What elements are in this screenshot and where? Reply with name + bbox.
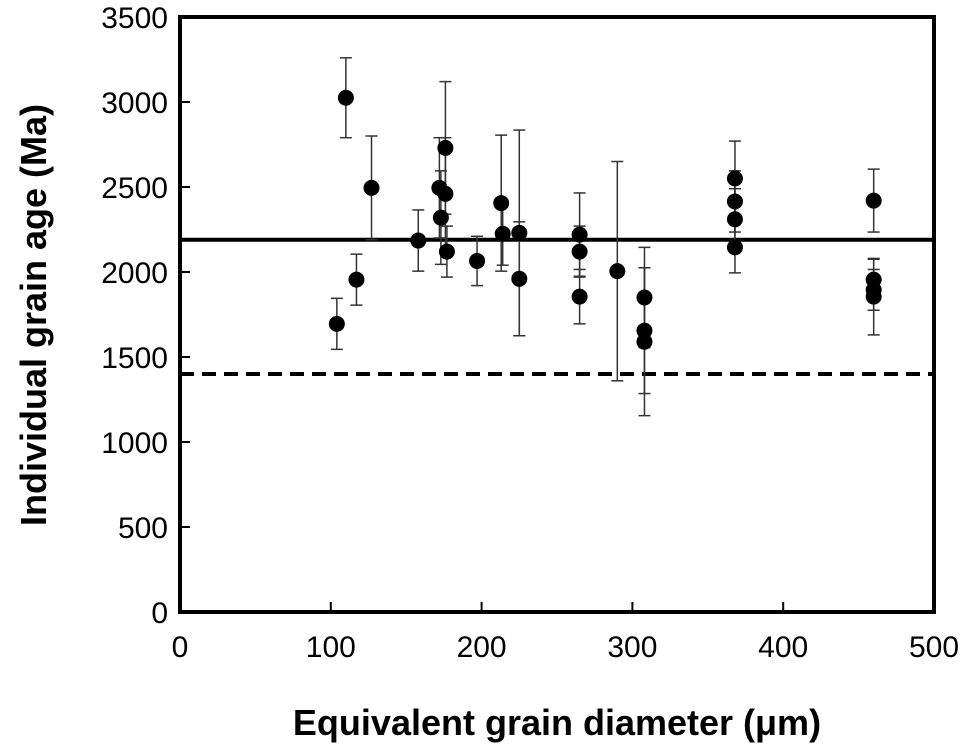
y-axis-ticks: 0 500 1000 1500 2000 2500 3000 3500: [101, 2, 190, 630]
data-point: [432, 209, 449, 226]
data-point: [511, 224, 528, 241]
data-point: [438, 243, 455, 260]
y-tick-label: 500: [118, 512, 168, 545]
y-tick-label: 0: [151, 597, 168, 630]
y-axis-title: Individual grain age (Ma): [13, 104, 54, 526]
y-tick-label: 3000: [101, 87, 168, 120]
y-tick-label: 1000: [101, 427, 168, 460]
x-tick-label: 500: [909, 631, 959, 664]
data-point: [494, 225, 511, 242]
y-tick-label: 1500: [101, 342, 168, 375]
data-point: [609, 263, 626, 280]
data-point: [726, 170, 743, 187]
x-axis-ticks: 0 100 200 300 400 500: [172, 602, 959, 664]
data-point: [493, 195, 510, 212]
data-point: [636, 322, 653, 339]
data-point: [437, 139, 454, 156]
x-tick-label: 0: [172, 631, 189, 664]
data-point: [511, 270, 528, 287]
x-tick-label: 300: [607, 631, 657, 664]
data-point: [328, 315, 345, 332]
data-point: [636, 333, 653, 350]
data-point: [571, 226, 588, 243]
data-point: [865, 192, 882, 209]
data-point: [571, 288, 588, 305]
y-tick-label: 2500: [101, 172, 168, 205]
data-point: [571, 243, 588, 260]
plot-area-frame: [178, 15, 936, 614]
data-point: [337, 89, 354, 106]
data-point: [726, 239, 743, 256]
data-point: [865, 288, 882, 305]
data-point: [363, 179, 380, 196]
data-point: [410, 232, 427, 249]
data-point: [726, 211, 743, 228]
data-points: [328, 57, 882, 417]
y-tick-label: 2000: [101, 257, 168, 290]
x-tick-label: 200: [457, 631, 507, 664]
reference-lines: [180, 237, 934, 376]
x-axis-title: Equivalent grain diameter (μm): [293, 702, 821, 743]
x-tick-label: 400: [758, 631, 808, 664]
data-point: [469, 252, 486, 269]
data-point: [348, 271, 365, 288]
data-point: [636, 289, 653, 306]
x-tick-label: 100: [306, 631, 356, 664]
y-tick-label: 3500: [101, 2, 168, 35]
data-point: [437, 185, 454, 202]
data-point: [726, 193, 743, 210]
